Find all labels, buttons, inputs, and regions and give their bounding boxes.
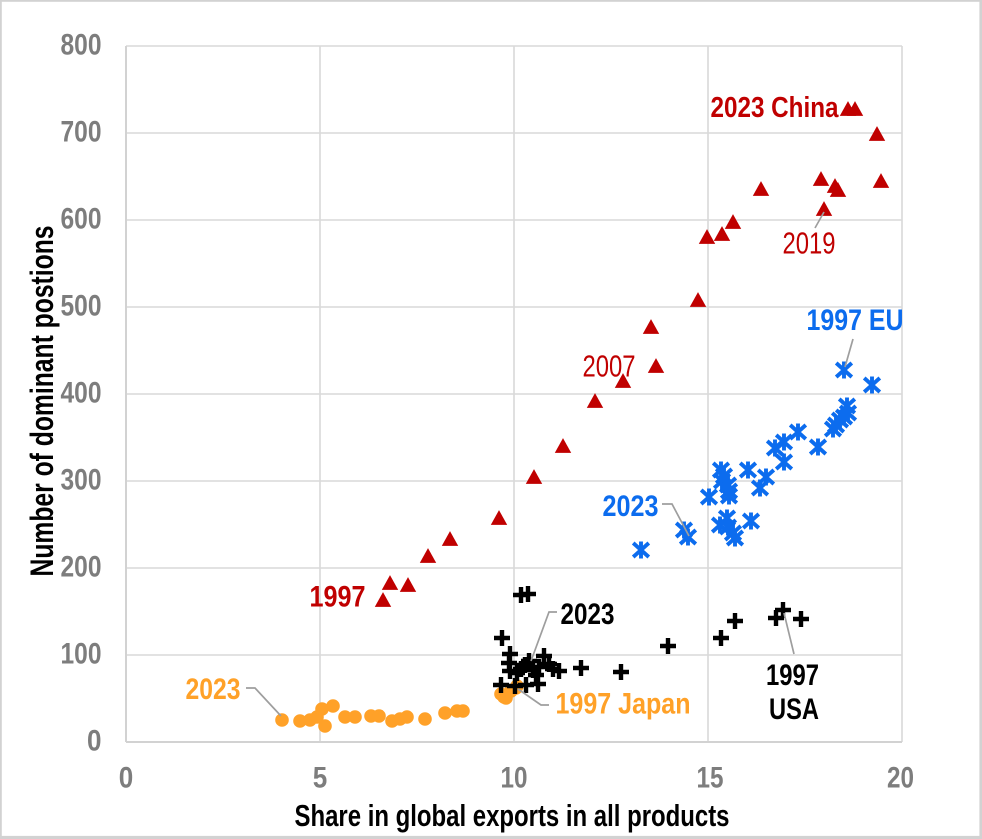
svg-text:700: 700 [61,116,102,149]
svg-text:500: 500 [61,290,102,323]
svg-text:10: 10 [501,762,528,795]
svg-text:200: 200 [61,551,102,584]
svg-text:USA: USA [769,693,819,726]
svg-text:1997: 1997 [310,581,366,614]
svg-text:800: 800 [61,29,102,62]
svg-text:0: 0 [87,725,102,758]
svg-text:400: 400 [61,377,102,410]
svg-text:100: 100 [61,638,102,671]
svg-text:1997 EU: 1997 EU [807,304,904,337]
svg-text:2007: 2007 [583,350,636,384]
svg-text:2023 China: 2023 China [711,92,840,124]
svg-text:15: 15 [697,762,724,795]
svg-text:2023: 2023 [186,673,241,706]
svg-text:0: 0 [119,762,134,795]
svg-text:Number of dominant postions: Number of dominant postions [24,226,60,577]
svg-text:600: 600 [61,203,102,236]
svg-text:1997 Japan: 1997 Japan [556,688,691,721]
svg-text:5: 5 [313,762,328,795]
svg-text:2019: 2019 [783,227,836,261]
svg-text:2023: 2023 [561,598,615,631]
svg-text:20: 20 [887,762,914,795]
svg-text:Share in global exports in all: Share in global exports in all products [295,798,730,833]
svg-text:2023: 2023 [603,490,659,523]
svg-text:1997: 1997 [766,659,819,692]
svg-text:300: 300 [61,464,102,497]
